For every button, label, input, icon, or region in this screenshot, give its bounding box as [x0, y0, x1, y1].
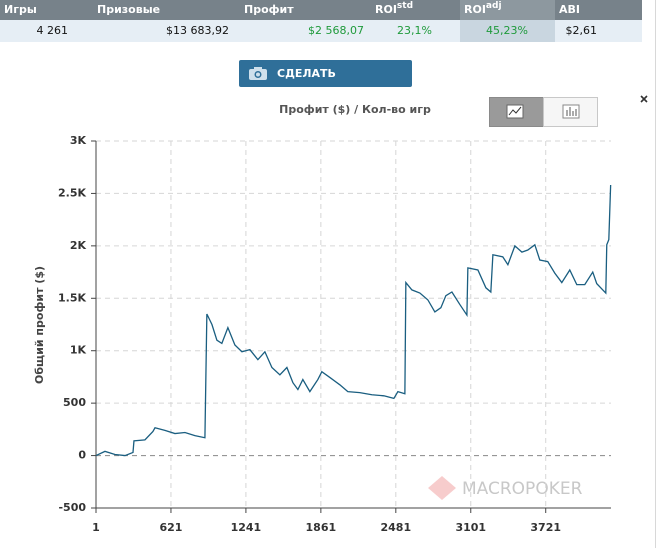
y-tick-label: 2K	[70, 239, 87, 252]
y-tick-label: 500	[63, 396, 86, 409]
y-tick-label: 2.5K	[58, 186, 86, 199]
stats-values: 4 261 $13 683,92 $2 568,07 23,1% 45,23% …	[0, 20, 642, 42]
header-cell: Призовые	[97, 3, 161, 16]
x-tick-label: 1	[92, 521, 100, 534]
button-label: СДЕЛАТЬ СКРИНШОТ	[277, 67, 351, 107]
camera-icon	[249, 67, 267, 80]
header-cell: Профит	[244, 3, 294, 16]
panel-edge	[655, 0, 656, 548]
value-cell: $2 568,07	[308, 24, 364, 37]
screenshot-button[interactable]: СДЕЛАТЬ СКРИНШОТ	[239, 60, 412, 107]
profit-line	[95, 185, 612, 457]
header-sup: adj	[485, 1, 502, 11]
header-sup: std	[396, 1, 414, 11]
chart-title: Профит ($) / Кол-во игр	[279, 103, 431, 116]
bar-icon-bars	[566, 107, 577, 116]
header-cell: ABI	[559, 3, 580, 16]
value-cell: 4 261	[36, 24, 69, 37]
line-icon-stroke	[508, 106, 522, 116]
value-cell: 23,1%	[397, 24, 432, 37]
value-cell: $2,61	[565, 24, 598, 37]
x-tick-label: 621	[159, 521, 182, 534]
x-tick-label: 3721	[530, 521, 561, 534]
close-icon[interactable]	[640, 95, 648, 103]
y-axis-label: Общий профит ($)	[33, 266, 46, 384]
y-tick-label: 1K	[70, 344, 87, 357]
x-tick-label: 2481	[380, 521, 411, 534]
header-text: ROI	[464, 3, 486, 16]
watermark: MACROPOKER	[428, 476, 583, 500]
watermark-text: MACROPOKER	[462, 479, 583, 499]
x-tick-label: 1861	[306, 521, 337, 534]
header-cell: ROIadj	[460, 0, 555, 20]
header-cell: Игры	[4, 3, 37, 16]
stats-header: Игры Призовые Профит ROIstd ROIadj ABI	[0, 0, 642, 20]
view-toggle	[489, 97, 598, 127]
value-cell: 45,23%	[460, 20, 555, 42]
bar-icon	[562, 104, 580, 119]
header-text: ROI	[375, 3, 397, 16]
y-tick-label: 1.5K	[58, 291, 86, 304]
x-tick-label: 3101	[455, 521, 486, 534]
x-tick-label: 1241	[231, 521, 262, 534]
y-tick-label: 3K	[70, 134, 87, 147]
y-tick-label: 0	[78, 449, 86, 462]
value-cell: $13 683,92	[166, 24, 229, 37]
header-cell: ROIstd	[371, 0, 460, 20]
y-tick-label: -500	[58, 501, 86, 514]
